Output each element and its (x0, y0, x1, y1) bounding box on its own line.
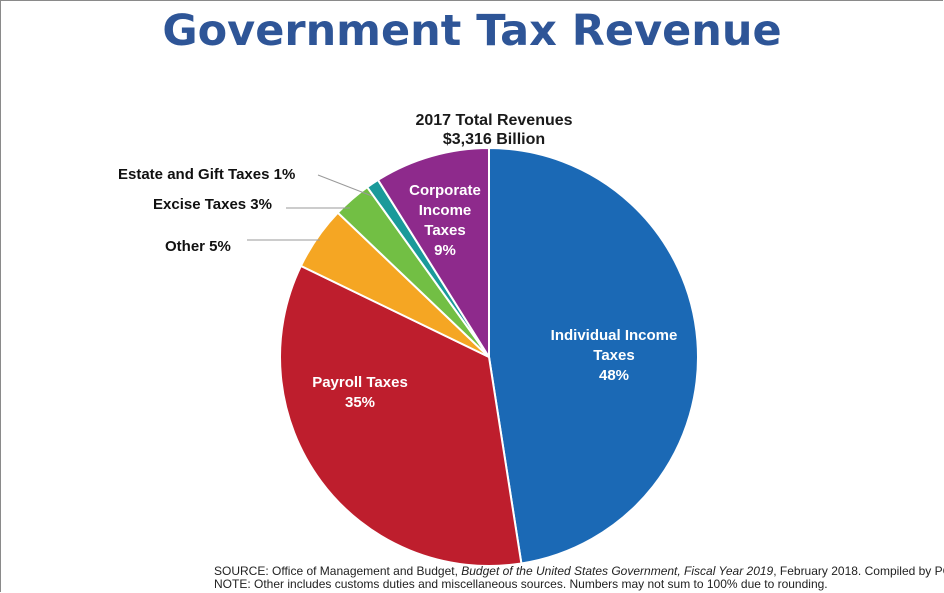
pie-slice-corporate-income-taxes (376, 146, 490, 361)
pie-slice-individual-income-taxes (488, 146, 699, 565)
slice-label-payroll-taxes: Payroll Taxes 35% (312, 374, 408, 411)
pie-slice-payroll-taxes (279, 264, 523, 567)
source-note: SOURCE: Office of Management and Budget,… (214, 565, 944, 578)
leader-line-estate-and-gift-taxes (317, 174, 373, 197)
slice-label-corporate-income-taxes: Corporate Income Taxes 9% (409, 182, 481, 259)
slice-label-excise-taxes: Excise Taxes 3% (153, 196, 272, 213)
slice-label-other: Other 5% (165, 238, 231, 255)
chart-title: Government Tax Revenue (162, 6, 782, 56)
footnote: NOTE: Other includes customs duties and … (214, 577, 828, 591)
source-prefix: SOURCE: Office of Management and Budget, (214, 564, 462, 578)
slice-label-individual-income-taxes: Individual Income Taxes 48% (551, 327, 678, 384)
source-title: Budget of the United States Government, … (461, 564, 774, 578)
source-suffix: , February 2018. Compiled by PGPF. (773, 564, 944, 578)
chart-subtitle-total: $3,316 Billion (442, 131, 546, 148)
slice-label-estate-and-gift-taxes: Estate and Gift Taxes 1% (118, 166, 295, 183)
chart-subtitle-year: 2017 Total Revenues (415, 112, 573, 129)
